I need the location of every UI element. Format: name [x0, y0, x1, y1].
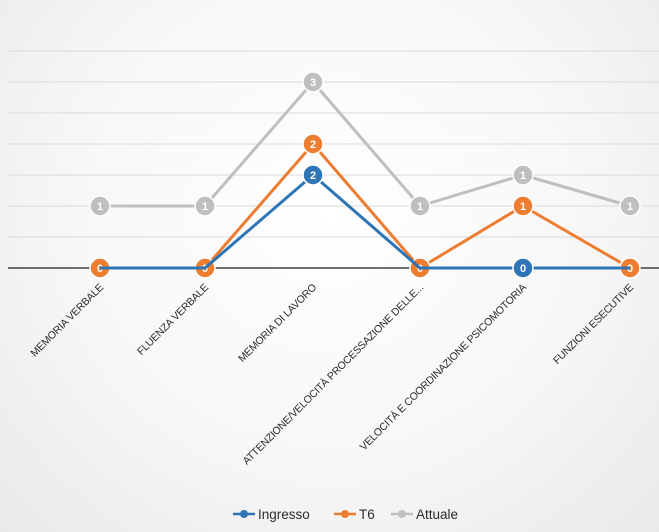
- legend-item: T6: [334, 507, 375, 522]
- data-label: 0: [520, 263, 526, 275]
- legend-marker: [341, 510, 349, 518]
- x-tick-labels: MEMORIA VERBALE FLUENZA VERBALE MEMORIA DI…: [28, 281, 636, 467]
- x-tick-label: MEMORIA VERBALE: [28, 282, 106, 360]
- legend-label: Attuale: [416, 507, 458, 522]
- data-label: 1: [97, 201, 103, 213]
- data-point: [302, 133, 324, 155]
- data-point: [512, 195, 534, 217]
- series-line: [100, 80, 631, 208]
- legend-item: Ingresso: [233, 507, 310, 522]
- x-tick-label: FUNZIONI ESECUTIVE: [551, 282, 636, 367]
- legend-label: T6: [359, 507, 375, 522]
- data-label: 3: [310, 77, 316, 89]
- legend-label: Ingresso: [258, 507, 310, 522]
- data-label: 2: [310, 170, 316, 182]
- x-tick-label: FLUENZA VERBALE: [135, 282, 211, 358]
- data-point: [194, 195, 216, 217]
- data-label: 1: [627, 201, 633, 213]
- data-label: 1: [417, 201, 423, 213]
- data-point: [302, 164, 324, 186]
- data-point: [512, 164, 534, 186]
- data-point: [619, 195, 641, 217]
- series-attuale: 1 1 3 1 1 1: [89, 71, 641, 217]
- series-ingresso: 20: [100, 164, 630, 279]
- x-tick-label: ATTENZIONE/VELOCITÀ PROCESSAZIONE DELLE.…: [240, 281, 426, 467]
- x-tick-label: MEMORIA DI LAVORO: [236, 282, 319, 365]
- data-point: [302, 71, 324, 93]
- series-line: [100, 173, 630, 270]
- legend-marker: [240, 510, 248, 518]
- data-label: 1: [520, 170, 526, 182]
- legend-marker: [398, 510, 406, 518]
- data-label: 2: [310, 139, 316, 151]
- legend-item: Attuale: [391, 507, 458, 522]
- data-point: [409, 195, 431, 217]
- data-label: 1: [520, 201, 526, 213]
- x-tick-label: VELOCITÀ E COORDINAZIONE PSICOMOTORIA: [357, 281, 529, 453]
- legend: Ingresso T6 Attuale: [233, 507, 458, 522]
- data-point: [89, 195, 111, 217]
- data-label: 1: [202, 201, 208, 213]
- data-point: [512, 257, 534, 279]
